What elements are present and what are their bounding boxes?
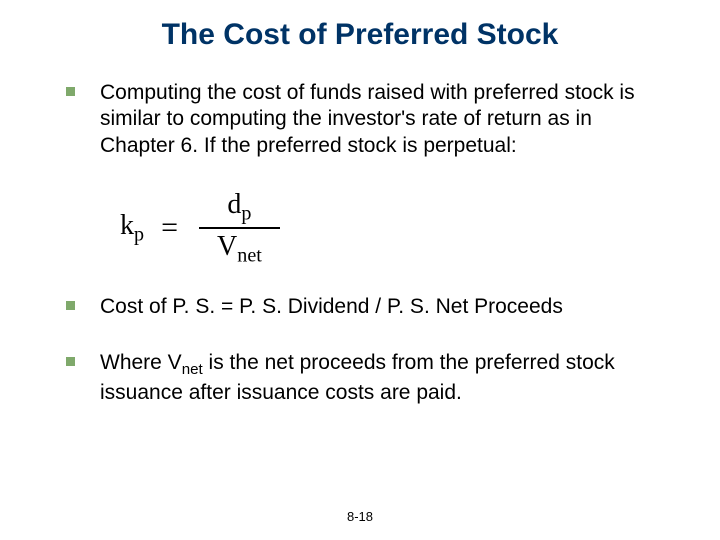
formula-k-sub: p: [134, 224, 144, 246]
bullet-item: Cost of P. S. = P. S. Dividend / P. S. N…: [66, 294, 672, 320]
formula-d: d: [227, 189, 241, 220]
square-bullet-icon: [66, 357, 75, 366]
fraction-numerator: dp: [199, 189, 280, 228]
formula-d-sub: p: [241, 202, 251, 224]
square-bullet-icon: [66, 87, 75, 96]
bullet-text: Where Vnet is the net proceeds from the …: [100, 350, 672, 406]
bullet-text: Cost of P. S. = P. S. Dividend / P. S. N…: [100, 294, 672, 320]
formula-k: k: [120, 210, 134, 241]
equals-sign: =: [151, 211, 184, 244]
formula-v: V: [217, 231, 237, 262]
bullet3-sub: net: [182, 361, 203, 378]
square-bullet-icon: [66, 301, 75, 310]
fraction: dp Vnet: [199, 189, 280, 268]
bullet-item: Where Vnet is the net proceeds from the …: [66, 350, 672, 406]
formula-row: kp = dp Vnet: [66, 189, 672, 268]
slide: The Cost of Preferred Stock Computing th…: [0, 0, 720, 540]
fraction-denominator: Vnet: [199, 229, 280, 268]
bullet-text: Computing the cost of funds raised with …: [100, 80, 672, 159]
formula-v-sub: net: [237, 245, 262, 267]
formula: kp = dp Vnet: [120, 189, 672, 268]
bullet-list: Computing the cost of funds raised with …: [48, 80, 672, 407]
slide-number: 8-18: [0, 509, 720, 524]
bullet-item: Computing the cost of funds raised with …: [66, 80, 672, 159]
slide-title: The Cost of Preferred Stock: [48, 18, 672, 52]
bullet3-prefix: Where V: [100, 351, 182, 374]
formula-lhs: kp: [120, 210, 151, 241]
